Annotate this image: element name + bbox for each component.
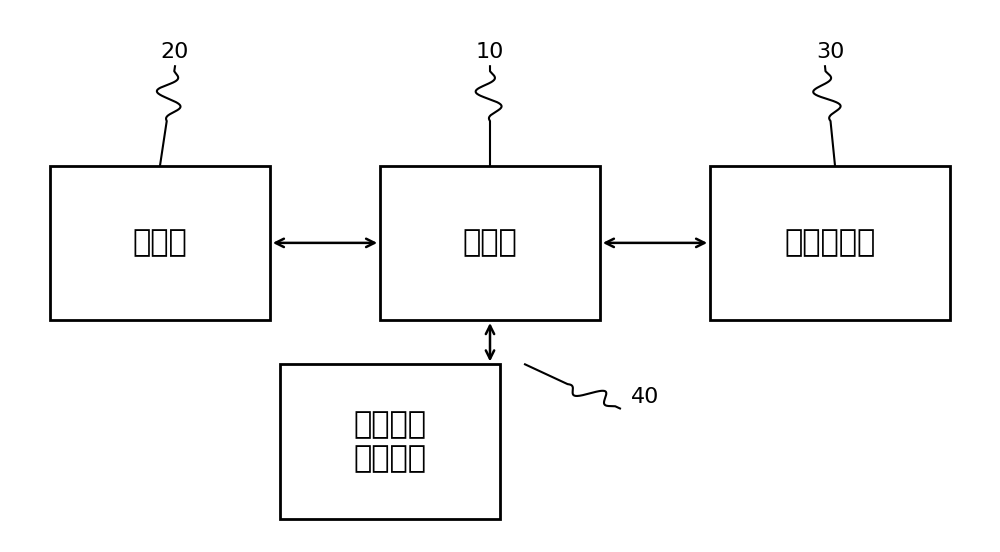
FancyBboxPatch shape xyxy=(280,364,500,519)
Text: 40: 40 xyxy=(631,388,659,407)
Text: 控制器: 控制器 xyxy=(463,229,517,257)
Text: 节流阀: 节流阀 xyxy=(133,229,187,257)
Text: 排气温度
检测设备: 排气温度 检测设备 xyxy=(354,410,426,473)
FancyBboxPatch shape xyxy=(710,166,950,320)
Text: 20: 20 xyxy=(161,43,189,62)
FancyBboxPatch shape xyxy=(50,166,270,320)
Text: 30: 30 xyxy=(816,43,844,62)
Text: 10: 10 xyxy=(476,43,504,62)
FancyBboxPatch shape xyxy=(380,166,600,320)
Text: 喷液膨胀阀: 喷液膨胀阀 xyxy=(784,229,876,257)
